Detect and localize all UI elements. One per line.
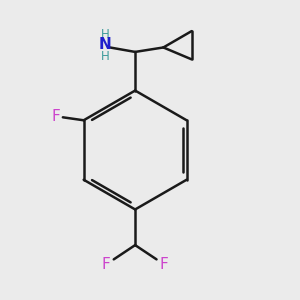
Text: F: F [102,257,110,272]
Text: F: F [160,257,169,272]
Text: H: H [101,28,110,40]
Text: H: H [101,50,110,63]
Text: F: F [52,109,60,124]
Text: N: N [99,37,112,52]
